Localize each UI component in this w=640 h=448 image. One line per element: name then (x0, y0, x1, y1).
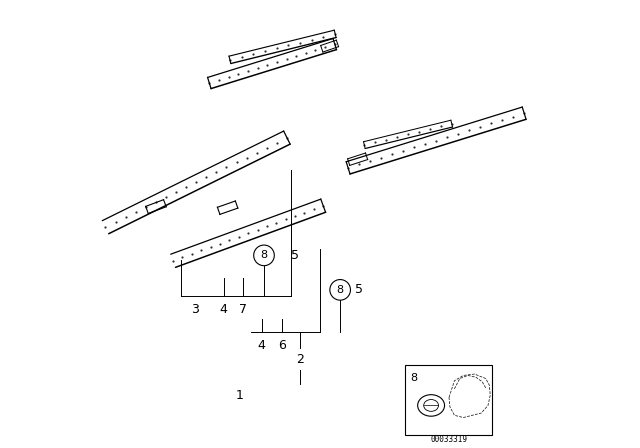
Bar (405, 365, 493, 435)
Circle shape (253, 245, 275, 266)
Text: 8: 8 (337, 285, 344, 295)
Text: 00033319: 00033319 (430, 435, 467, 444)
Ellipse shape (424, 400, 438, 411)
Circle shape (330, 280, 351, 300)
Text: 5: 5 (355, 283, 364, 297)
Ellipse shape (418, 395, 445, 416)
Text: 8: 8 (260, 250, 268, 260)
Text: 8: 8 (410, 373, 418, 383)
Text: 1: 1 (236, 388, 243, 402)
Text: 4: 4 (258, 339, 266, 353)
Text: 6: 6 (278, 339, 286, 353)
Text: 4: 4 (220, 302, 228, 316)
Text: 5: 5 (291, 249, 300, 262)
Text: 2: 2 (296, 353, 304, 366)
Text: 3: 3 (191, 302, 198, 316)
Text: 7: 7 (239, 302, 247, 316)
